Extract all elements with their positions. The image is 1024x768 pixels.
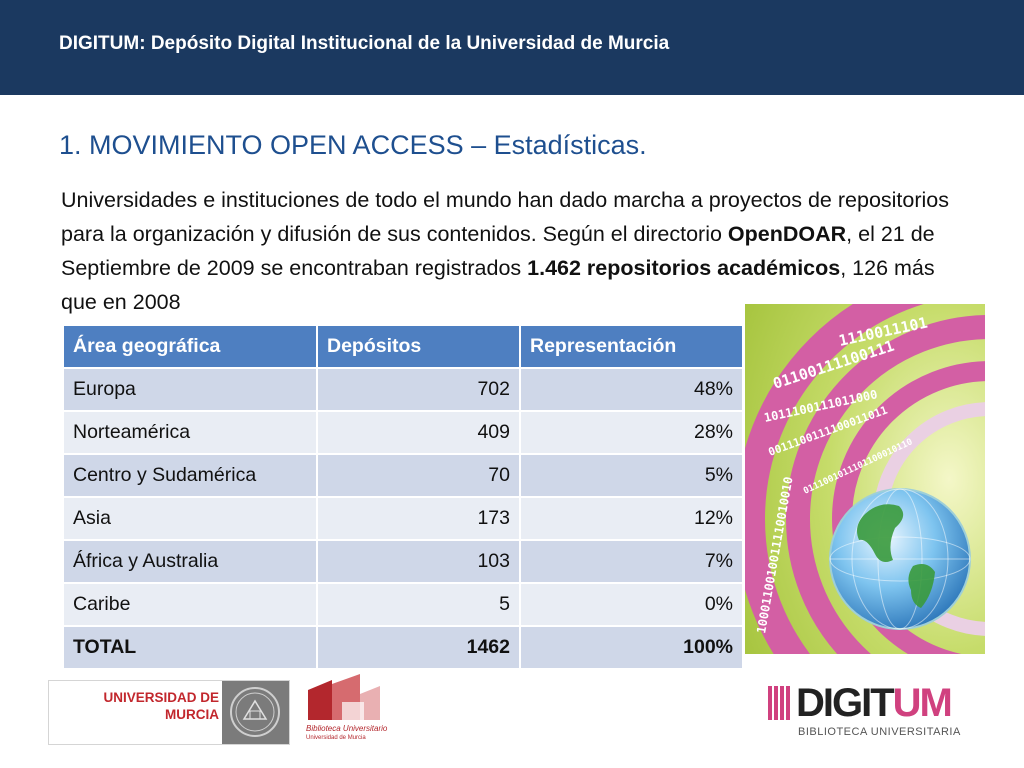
cell-representacion: 100% <box>519 625 744 670</box>
col-header-representacion: Representación <box>519 324 744 369</box>
table-row: África y Australia 103 7% <box>62 539 744 584</box>
slide-header: DIGITUM: Depósito Digital Institucional … <box>0 0 1024 95</box>
cell-area: Europa <box>62 367 318 412</box>
cell-depositos: 5 <box>316 582 521 627</box>
cell-area: Asia <box>62 496 318 541</box>
intro-bold-opendoar: OpenDOAR <box>727 222 847 246</box>
cell-representacion: 28% <box>519 410 744 455</box>
table-row: Caribe 5 0% <box>62 582 744 627</box>
intro-text-2: , el 21 de Septiembre de 2009 se encontr… <box>61 222 935 280</box>
cell-area: Norteamérica <box>62 410 318 455</box>
col-header-area: Área geográfica <box>62 324 318 369</box>
cell-area: África y Australia <box>62 539 318 584</box>
cell-representacion: 5% <box>519 453 744 498</box>
cell-representacion: 48% <box>519 367 744 412</box>
digitum-logo: DIGITUM BIBLIOTECA UNIVERSITARIA <box>768 680 980 742</box>
digitum-wordmark: DIGITUM <box>796 680 953 726</box>
cell-depositos: 70 <box>316 453 521 498</box>
cell-depositos: 103 <box>316 539 521 584</box>
table-row: Asia 173 12% <box>62 496 744 541</box>
biblioteca-name: Biblioteca Universitario <box>306 724 388 733</box>
cell-depositos: 173 <box>316 496 521 541</box>
cell-area: Caribe <box>62 582 318 627</box>
intro-text-1: Universidades e instituciones de todo el… <box>61 188 949 246</box>
intro-text-3: , 126 más que en 2008 <box>61 256 935 314</box>
cell-depositos: 409 <box>316 410 521 455</box>
biblioteca-subname: Universidad de Murcia <box>306 735 366 741</box>
cell-depositos: 702 <box>316 367 521 412</box>
intro-bold-repositories: 1.462 repositorios académicos <box>527 256 841 280</box>
cell-representacion: 0% <box>519 582 744 627</box>
globe-illustration-svg: 1110011101 01100111100111 10111001110110… <box>745 304 985 654</box>
table-row: Centro y Sudamérica 70 5% <box>62 453 744 498</box>
digitum-subtitle: BIBLIOTECA UNIVERSITARIA <box>798 726 961 738</box>
repositories-table: Área geográfica Depósitos Representación… <box>62 324 744 670</box>
cell-depositos: 1462 <box>316 625 521 670</box>
um-logo-line1: UNIVERSIDAD DE <box>103 690 219 705</box>
table-row: Europa 702 48% <box>62 367 744 412</box>
um-logo-line2: MURCIA <box>165 707 219 722</box>
header-title: DIGITUM: Depósito Digital Institucional … <box>59 33 670 54</box>
cell-area: TOTAL <box>62 625 318 670</box>
cell-representacion: 12% <box>519 496 744 541</box>
um-logo-text: UNIVERSIDAD DE MURCIA <box>49 689 219 723</box>
cell-representacion: 7% <box>519 539 744 584</box>
university-seal-icon <box>222 681 289 744</box>
universidad-murcia-logo: UNIVERSIDAD DE MURCIA <box>48 680 290 745</box>
globe-binary-illustration: 1110011101 01100111100111 10111001110110… <box>745 304 985 654</box>
col-header-depositos: Depósitos <box>316 324 521 369</box>
biblioteca-logo <box>302 672 392 747</box>
biblioteca-emblem-icon <box>308 674 380 720</box>
table-total-row: TOTAL 1462 100% <box>62 625 744 670</box>
table-header-row: Área geográfica Depósitos Representación <box>62 324 744 369</box>
digitum-word-accent: UM <box>892 681 953 725</box>
table-row: Norteamérica 409 28% <box>62 410 744 455</box>
intro-paragraph: Universidades e instituciones de todo el… <box>61 183 971 319</box>
cell-area: Centro y Sudamérica <box>62 453 318 498</box>
digitum-bars-icon <box>768 686 790 720</box>
slide-heading: 1. MOVIMIENTO OPEN ACCESS – Estadísticas… <box>59 130 647 160</box>
digitum-word-dark: DIGIT <box>796 681 895 725</box>
